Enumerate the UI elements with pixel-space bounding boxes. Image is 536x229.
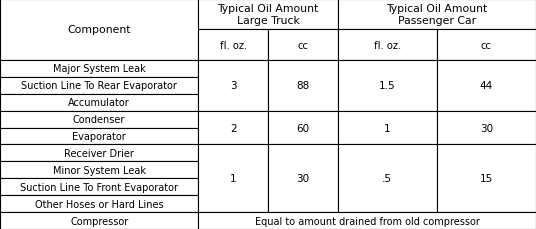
Bar [198,145,268,212]
Bar [0,111,198,128]
Bar [437,61,536,111]
Bar [338,0,536,30]
Text: Component: Component [68,25,131,35]
Text: 1: 1 [230,174,236,183]
Bar [0,162,198,178]
Text: Typical Oil Amount
Passenger Car: Typical Oil Amount Passenger Car [386,4,487,26]
Text: 88: 88 [296,81,309,91]
Text: 30: 30 [480,123,493,133]
Text: Accumulator: Accumulator [68,98,130,108]
Bar [437,30,536,61]
Text: Suction Line To Rear Evaporator: Suction Line To Rear Evaporator [21,81,177,91]
Bar [338,61,437,111]
Text: 1.5: 1.5 [379,81,396,91]
Bar [198,0,338,30]
Text: cc: cc [481,41,492,50]
Text: Evaporator: Evaporator [72,131,126,141]
Text: cc: cc [297,41,308,50]
Bar [198,111,268,145]
Bar [0,212,198,229]
Text: Compressor: Compressor [70,215,128,226]
Bar [338,30,437,61]
Bar [198,61,268,111]
Text: Receiver Drier: Receiver Drier [64,148,134,158]
Text: Major System Leak: Major System Leak [53,64,146,74]
Text: Equal to amount drained from old compressor: Equal to amount drained from old compres… [255,215,480,226]
Text: 3: 3 [230,81,236,91]
Text: Typical Oil Amount
Large Truck: Typical Oil Amount Large Truck [218,4,318,26]
Bar [268,145,338,212]
Bar [0,77,198,94]
Bar [198,30,268,61]
Bar [0,195,198,212]
Text: Suction Line To Front Evaporator: Suction Line To Front Evaporator [20,182,178,192]
Bar [0,94,198,111]
Text: fl. oz.: fl. oz. [220,41,247,50]
Text: 60: 60 [296,123,309,133]
Text: 44: 44 [480,81,493,91]
Bar [338,145,437,212]
Bar [0,145,198,162]
Text: 2: 2 [230,123,236,133]
Text: .5: .5 [382,174,392,183]
Bar [0,178,198,195]
Text: Other Hoses or Hard Lines: Other Hoses or Hard Lines [35,199,163,209]
Text: 30: 30 [296,174,309,183]
Bar [268,111,338,145]
Bar [0,128,198,145]
Bar [198,212,536,229]
Bar [338,111,437,145]
Text: 1: 1 [384,123,391,133]
Text: Minor System Leak: Minor System Leak [53,165,146,175]
Bar [437,145,536,212]
Bar [268,30,338,61]
Text: fl. oz.: fl. oz. [374,41,401,50]
Bar [0,0,198,61]
Bar [0,61,198,77]
Bar [268,61,338,111]
Text: Condenser: Condenser [73,114,125,125]
Text: 15: 15 [480,174,493,183]
Bar [437,111,536,145]
